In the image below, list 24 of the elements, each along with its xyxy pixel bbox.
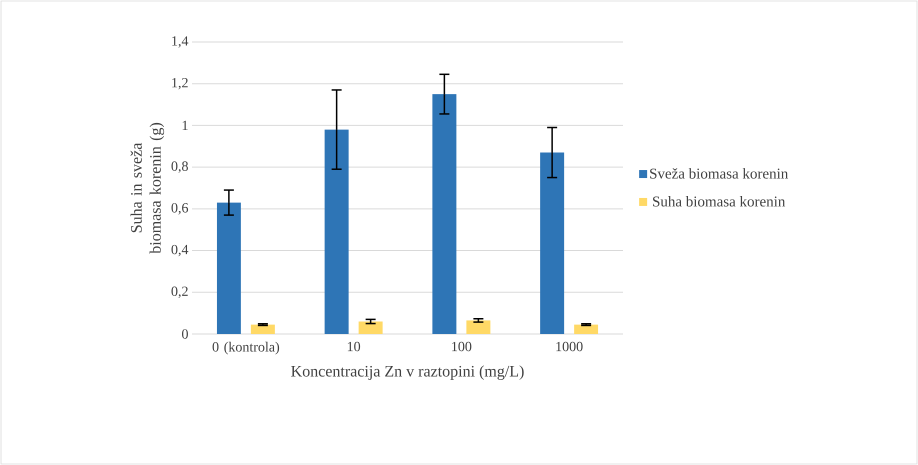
- y-tick-label: 0,2: [172, 286, 188, 298]
- legend-label: Sveža biomasa korenin: [650, 168, 788, 179]
- x-tick-label: 100: [452, 342, 472, 352]
- y-tick-label: 0,4: [172, 244, 188, 256]
- bar: [358, 321, 383, 334]
- y-tick-label: 1,2: [172, 78, 188, 90]
- x-axis-title: Koncentracija Zn v raztopini (mg/L): [291, 365, 524, 380]
- x-tick-label: 0 (kontrola): [212, 342, 280, 354]
- x-tick-label: 10: [348, 342, 360, 352]
- y-tick-label: 1: [182, 120, 188, 130]
- y-tick-label: 1,4: [172, 36, 188, 48]
- x-tick-label: 1000: [556, 342, 583, 352]
- bar: [574, 324, 598, 334]
- y-tick-label: 0,8: [172, 161, 188, 173]
- bar: [432, 94, 456, 334]
- y-tick-label: 0: [182, 329, 188, 339]
- legend-label: Suha biomasa korenin: [653, 196, 786, 207]
- bar: [324, 130, 349, 334]
- bar: [466, 320, 490, 334]
- bar: [216, 202, 241, 334]
- y-axis-title: Suha in sveža biomasa korenin (g): [130, 122, 164, 254]
- y-tick-label: 0,6: [172, 203, 188, 215]
- bar: [540, 152, 564, 334]
- bar: [250, 324, 275, 334]
